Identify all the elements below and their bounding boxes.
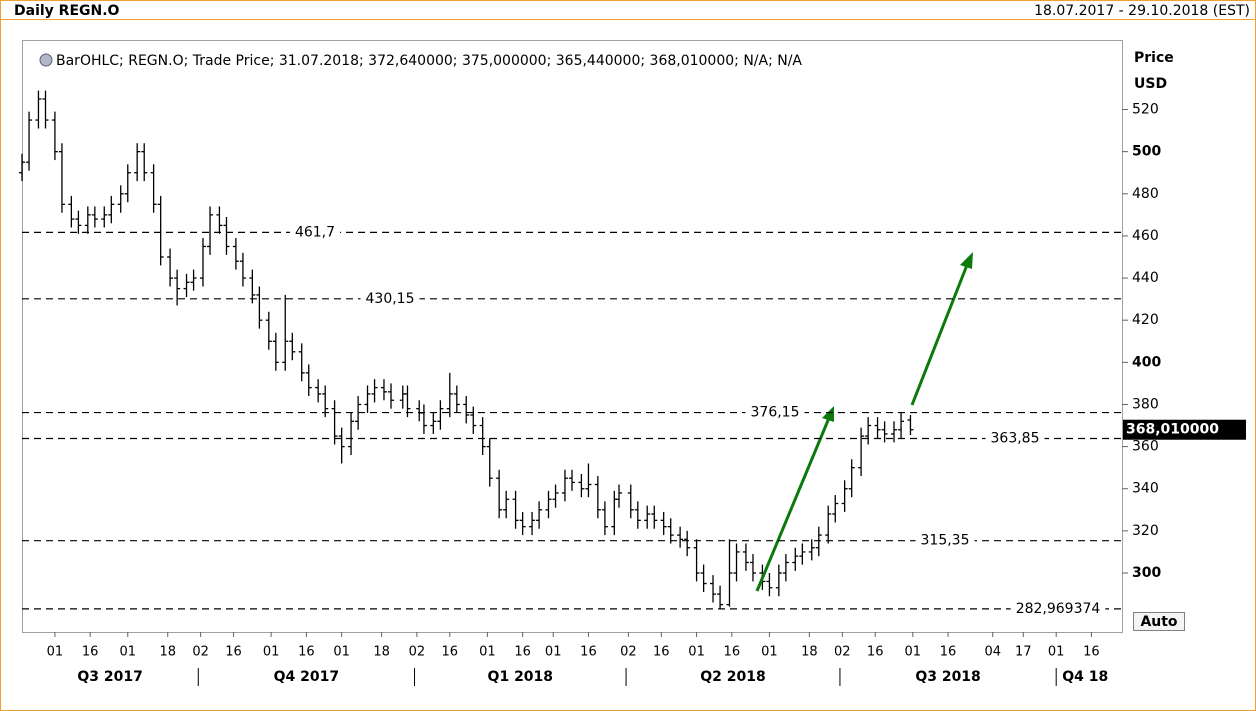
- y-tick-label: 520: [1132, 102, 1159, 118]
- quarter-label: Q3 2017: [77, 669, 142, 685]
- x-tick-label: 16: [724, 645, 741, 660]
- x-tick-label: 04: [984, 645, 1001, 660]
- date-range: 18.07.2017 - 29.10.2018 (EST): [1034, 3, 1250, 19]
- y-tick-label: 400: [1132, 354, 1161, 370]
- quarter-label: Q4 2017: [274, 669, 339, 685]
- chart-title: Daily REGN.O: [14, 3, 120, 19]
- x-tick-label: 02: [192, 645, 209, 660]
- x-tick-label: 01: [47, 645, 64, 660]
- price-level-label: 363,85: [991, 430, 1040, 446]
- price-level-label: 376,15: [751, 405, 800, 421]
- trend-arrow: [910, 264, 969, 406]
- trend-arrows: [755, 252, 973, 592]
- y-tick-label: 360: [1132, 439, 1159, 455]
- y-tick-label: 440: [1132, 270, 1159, 286]
- price-level-label-bg: [745, 402, 805, 423]
- quarter-label: Q3 2018: [915, 669, 980, 685]
- x-tick-label: 16: [580, 645, 597, 660]
- y-tick-label: 480: [1132, 186, 1159, 202]
- x-tick-label: 18: [159, 645, 176, 660]
- arrow-head: [960, 252, 973, 269]
- price-level-label: 430,15: [366, 291, 415, 307]
- y-tick-label: 300: [1132, 565, 1161, 581]
- x-tick-label: 01: [119, 645, 136, 660]
- quarter-label: Q1 2018: [488, 669, 553, 685]
- x-tick-label: 16: [225, 645, 242, 660]
- x-tick-label: 01: [545, 645, 562, 660]
- y-axis-label: Price: [1134, 50, 1174, 66]
- price-level-label-bg: [1010, 598, 1106, 619]
- x-tick-label: 18: [801, 645, 818, 660]
- x-tick-label: 01: [688, 645, 705, 660]
- auto-button-label[interactable]: Auto: [1140, 614, 1177, 630]
- x-tick-label: 01: [333, 645, 350, 660]
- x-tick-label: 16: [653, 645, 670, 660]
- quarter-label: Q4 18: [1062, 669, 1108, 685]
- x-tick-label: 01: [263, 645, 280, 660]
- x-tick-label: 02: [834, 645, 851, 660]
- last-price-box: [1123, 419, 1246, 440]
- price-level-label-bg: [360, 288, 420, 309]
- x-tick-label: 16: [1083, 645, 1100, 660]
- x-tick-label: 16: [867, 645, 884, 660]
- x-tick-label: 16: [514, 645, 531, 660]
- header: [1, 1, 1255, 19]
- y-tick-label: 460: [1132, 228, 1159, 244]
- x-tick-label: 16: [82, 645, 99, 660]
- x-tick-label: 01: [1048, 645, 1065, 660]
- y-tick-label: 320: [1132, 523, 1159, 539]
- price-level-label: 461,7: [295, 224, 335, 240]
- x-tick-label: 16: [940, 645, 957, 660]
- x-tick-label: 02: [409, 645, 426, 660]
- y-tick-label: 380: [1132, 396, 1159, 412]
- price-level-label: 315,35: [921, 533, 970, 549]
- y-tick-label: 500: [1132, 144, 1161, 160]
- y-tick-label: 340: [1132, 481, 1159, 497]
- legend-icon: [39, 53, 53, 67]
- x-tick-label: 02: [620, 645, 637, 660]
- x-tick-label: 17: [1015, 645, 1032, 660]
- price-level-label-bg: [289, 222, 341, 243]
- last-price-label: 368,010000: [1126, 422, 1219, 438]
- x-tick-label: 01: [905, 645, 922, 660]
- price-level-label: 282,969374: [1016, 601, 1101, 617]
- x-tick-label: 18: [373, 645, 390, 660]
- trend-arrow: [755, 417, 831, 592]
- y-axis-unit: USD: [1134, 76, 1167, 92]
- y-tick-label: 420: [1132, 312, 1159, 328]
- x-tick-label: 16: [442, 645, 459, 660]
- quarter-label: Q2 2018: [700, 669, 765, 685]
- x-tick-label: 01: [479, 645, 496, 660]
- legend: BarOHLC; REGN.O; Trade Price; 31.07.2018…: [56, 53, 802, 69]
- arrow-head: [822, 406, 834, 422]
- auto-button[interactable]: [1133, 612, 1185, 631]
- price-level-label-bg: [915, 530, 975, 551]
- x-tick-label: 16: [298, 645, 315, 660]
- price-level-label-bg: [985, 428, 1045, 449]
- x-tick-label: 01: [761, 645, 778, 660]
